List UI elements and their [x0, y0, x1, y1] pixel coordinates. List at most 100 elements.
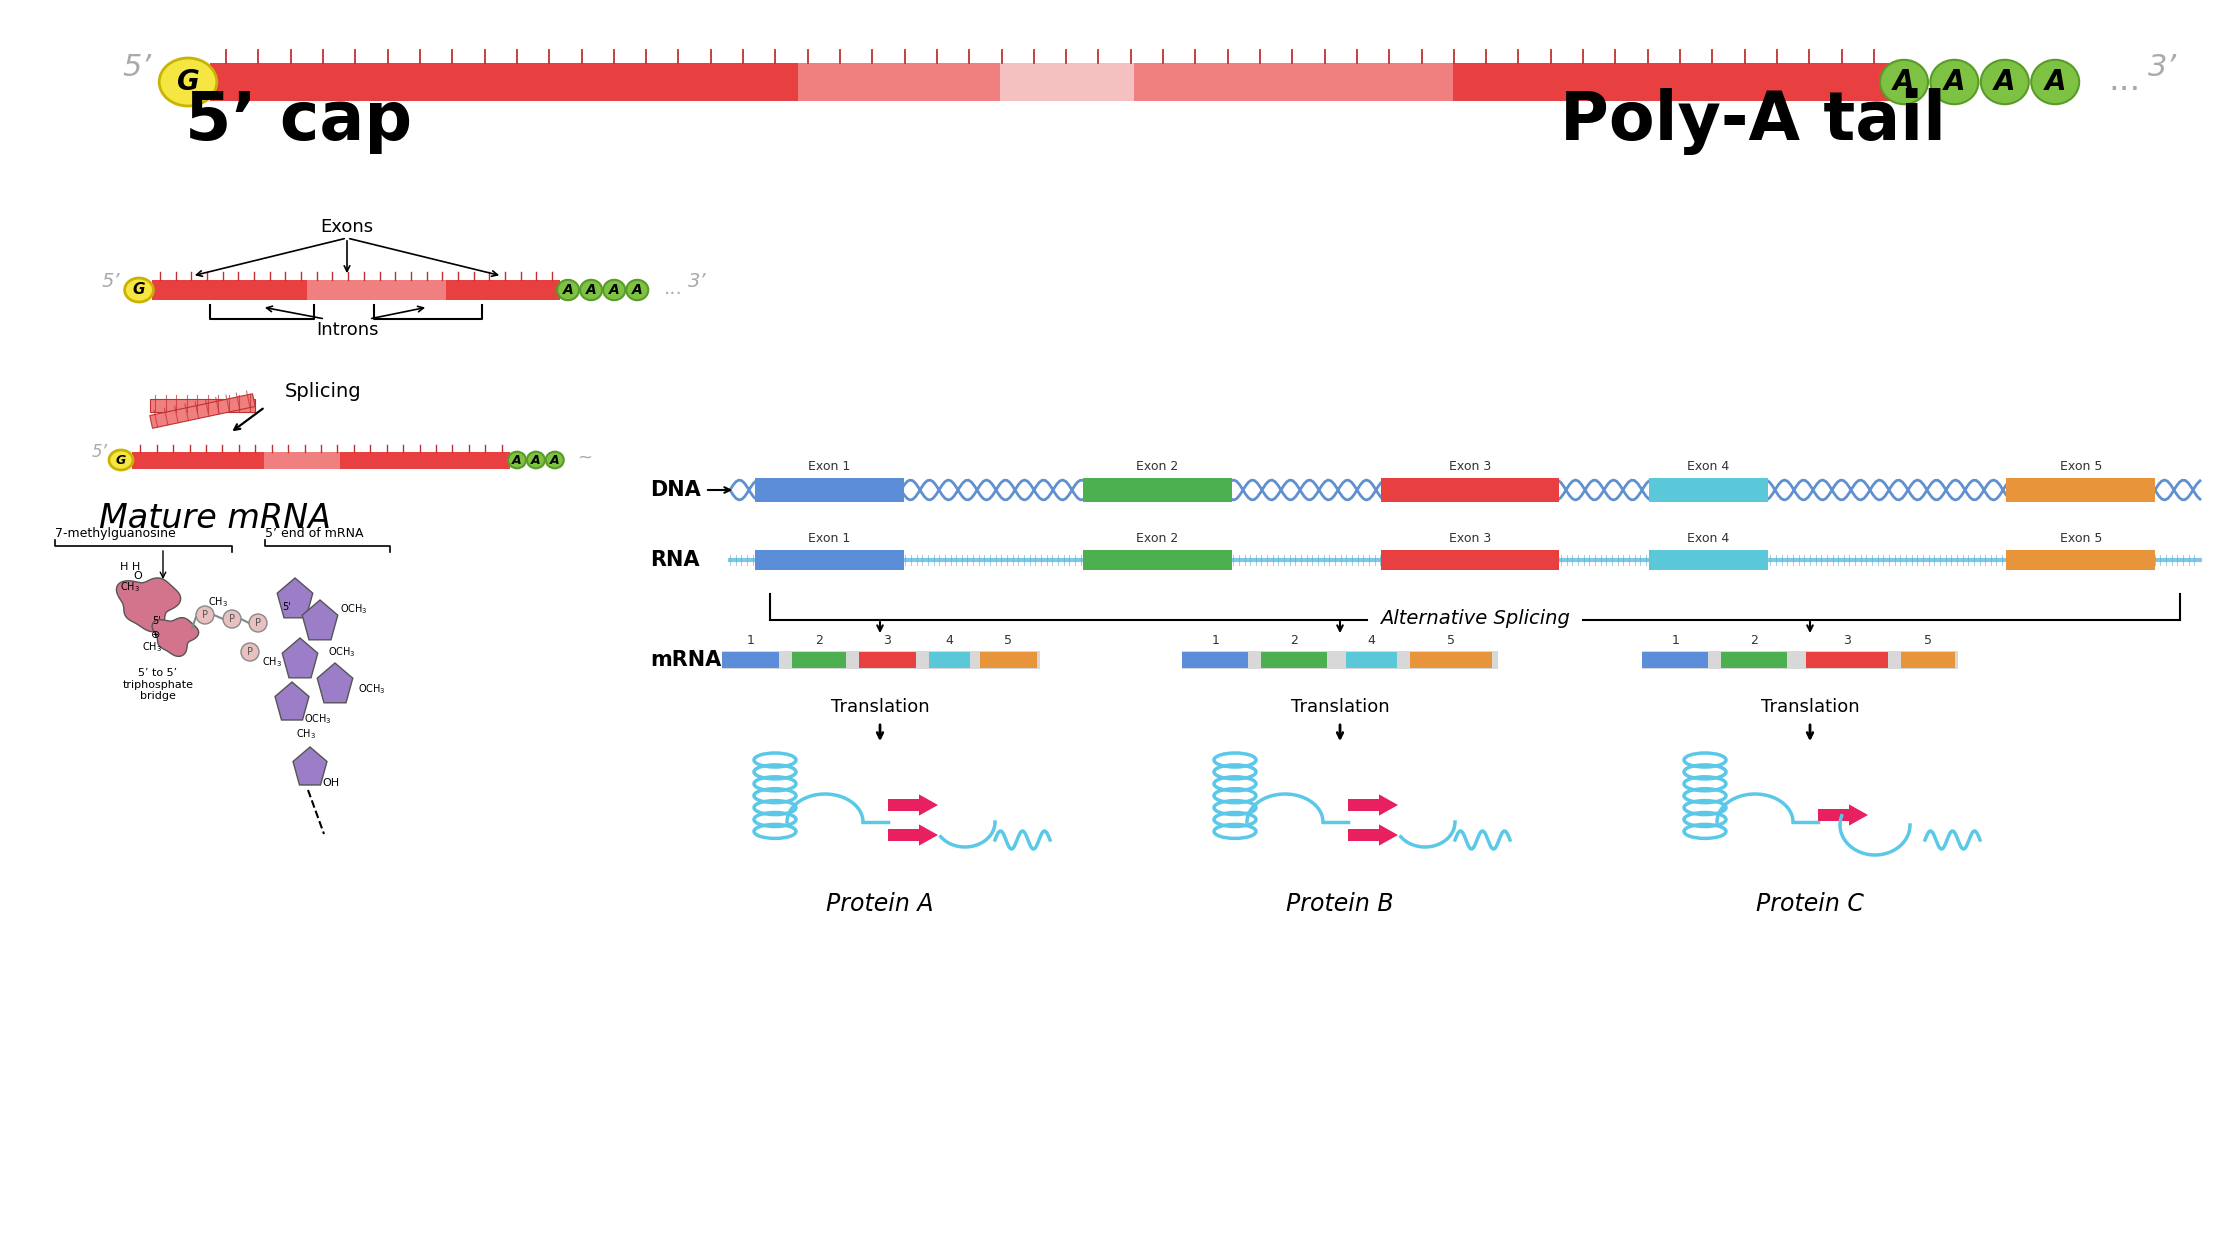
- Text: Exon 4: Exon 4: [1687, 460, 1729, 472]
- Bar: [264, 451, 340, 469]
- Text: 5’: 5’: [121, 53, 150, 82]
- Bar: [233, 280, 307, 300]
- Bar: [1346, 651, 1398, 668]
- Bar: [797, 63, 999, 101]
- Text: ~: ~: [578, 449, 591, 467]
- Ellipse shape: [603, 280, 625, 300]
- Text: Mature mRNA: Mature mRNA: [99, 501, 332, 536]
- Text: P: P: [202, 610, 208, 620]
- Text: A: A: [1994, 68, 2016, 96]
- Bar: [1082, 478, 1232, 501]
- Text: ...: ...: [663, 278, 683, 297]
- Polygon shape: [150, 393, 255, 428]
- Text: Exon 1: Exon 1: [809, 460, 851, 472]
- Text: Exon 1: Exon 1: [809, 532, 851, 546]
- Text: Alternative Splicing: Alternative Splicing: [1380, 610, 1570, 629]
- Bar: [446, 280, 502, 300]
- Text: RNA: RNA: [650, 551, 699, 570]
- Ellipse shape: [580, 280, 603, 300]
- Bar: [1649, 551, 1767, 570]
- Bar: [755, 478, 903, 501]
- Bar: [1082, 551, 1232, 570]
- Text: 2: 2: [1290, 634, 1299, 646]
- Text: Protein A: Protein A: [827, 892, 934, 916]
- Circle shape: [224, 610, 242, 627]
- Polygon shape: [116, 578, 181, 631]
- Bar: [1642, 651, 1958, 669]
- Polygon shape: [293, 747, 327, 785]
- Bar: [979, 651, 1037, 668]
- Text: Exon 5: Exon 5: [2059, 460, 2101, 472]
- Polygon shape: [918, 794, 939, 815]
- Bar: [211, 63, 513, 101]
- Text: OH: OH: [323, 777, 338, 788]
- Text: CH$_3$: CH$_3$: [296, 727, 316, 741]
- Ellipse shape: [125, 278, 152, 302]
- Text: G: G: [132, 282, 146, 297]
- Text: $\oplus$: $\oplus$: [150, 629, 161, 640]
- Text: A: A: [609, 284, 620, 297]
- Bar: [1720, 651, 1788, 668]
- Bar: [1183, 651, 1248, 668]
- Bar: [2007, 478, 2155, 501]
- Polygon shape: [282, 638, 318, 678]
- Text: Exon 4: Exon 4: [1687, 532, 1729, 546]
- Bar: [340, 451, 511, 469]
- Polygon shape: [152, 617, 199, 656]
- Ellipse shape: [547, 451, 564, 469]
- Text: A: A: [551, 454, 560, 466]
- Bar: [1409, 651, 1492, 668]
- Circle shape: [242, 643, 260, 662]
- Polygon shape: [150, 398, 255, 412]
- Bar: [376, 280, 446, 300]
- Polygon shape: [1380, 824, 1398, 845]
- Text: OCH$_3$: OCH$_3$: [327, 645, 356, 659]
- Text: 2: 2: [1749, 634, 1758, 646]
- Ellipse shape: [526, 451, 544, 469]
- Text: mRNA: mRNA: [650, 650, 721, 670]
- Text: 5: 5: [1447, 634, 1454, 646]
- Text: 4: 4: [945, 634, 954, 646]
- Bar: [1642, 651, 1709, 668]
- Text: Introns: Introns: [316, 321, 379, 339]
- Text: Translation: Translation: [831, 698, 930, 716]
- Text: 5’: 5’: [92, 444, 108, 461]
- Bar: [1133, 63, 1252, 101]
- Text: 3’: 3’: [688, 272, 706, 291]
- Ellipse shape: [508, 451, 526, 469]
- Text: P: P: [228, 614, 235, 624]
- Text: CH$_3$: CH$_3$: [208, 595, 228, 609]
- Text: 5’ cap: 5’ cap: [186, 88, 412, 154]
- Text: A: A: [1944, 68, 1964, 96]
- Text: DNA: DNA: [650, 480, 701, 500]
- Text: Exons: Exons: [320, 218, 374, 236]
- Text: A: A: [632, 284, 643, 297]
- Ellipse shape: [2032, 59, 2079, 105]
- Text: Exon 2: Exon 2: [1136, 532, 1178, 546]
- Text: Splicing: Splicing: [284, 382, 361, 401]
- Text: A: A: [513, 454, 522, 466]
- Text: CH$_3$: CH$_3$: [141, 640, 161, 654]
- Text: 1: 1: [1212, 634, 1219, 646]
- Text: Protein C: Protein C: [1756, 892, 1864, 916]
- Text: 1: 1: [1671, 634, 1680, 646]
- Text: A: A: [531, 454, 540, 466]
- Circle shape: [249, 614, 267, 633]
- Text: G: G: [116, 454, 125, 466]
- Bar: [307, 280, 376, 300]
- Bar: [152, 280, 233, 300]
- Bar: [755, 551, 903, 570]
- Text: G: G: [177, 68, 199, 96]
- Text: 5': 5': [152, 616, 161, 626]
- Text: A: A: [585, 284, 596, 297]
- Text: O: O: [132, 571, 141, 581]
- Text: A: A: [562, 284, 573, 297]
- Text: 5’ to 5’
triphosphate
bridge: 5’ to 5’ triphosphate bridge: [123, 668, 193, 702]
- Text: Translation: Translation: [1761, 698, 1859, 716]
- Polygon shape: [318, 663, 352, 703]
- Bar: [1454, 63, 1637, 101]
- Bar: [502, 280, 560, 300]
- Bar: [721, 651, 1039, 669]
- Bar: [858, 651, 916, 668]
- Polygon shape: [276, 682, 309, 719]
